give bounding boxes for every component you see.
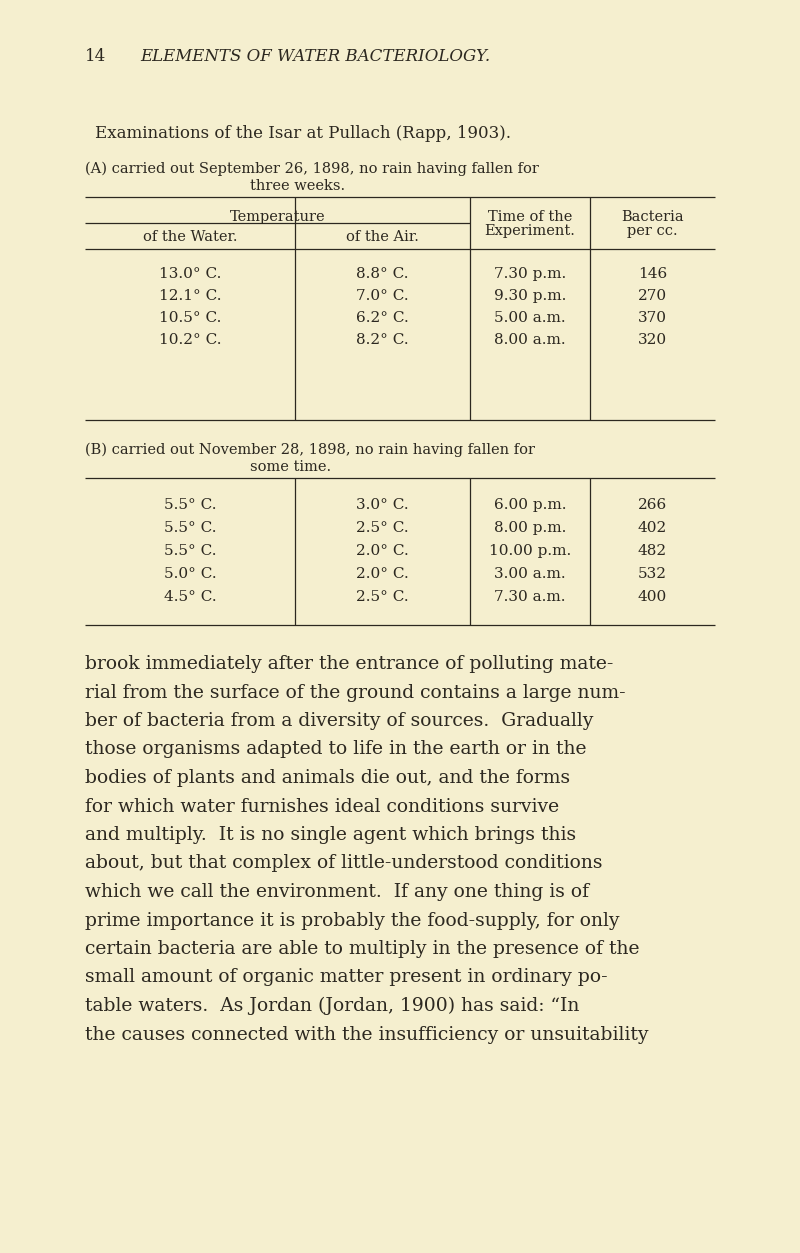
Text: 4.5° C.: 4.5° C. [164,590,216,604]
Text: of the Air.: of the Air. [346,231,419,244]
Text: 7.30 p.m.: 7.30 p.m. [494,267,566,281]
Text: ber of bacteria from a diversity of sources.  Gradually: ber of bacteria from a diversity of sour… [85,712,594,730]
Text: 146: 146 [638,267,667,281]
Text: 5.00 a.m.: 5.00 a.m. [494,311,566,325]
Text: some time.: some time. [250,460,331,474]
Text: 270: 270 [638,289,667,303]
Text: 370: 370 [638,311,667,325]
Text: 8.8° C.: 8.8° C. [356,267,409,281]
Text: 9.30 p.m.: 9.30 p.m. [494,289,566,303]
Text: (B) carried out November 28, 1898, no rain having fallen for: (B) carried out November 28, 1898, no ra… [85,444,535,457]
Text: Temperature: Temperature [230,211,326,224]
Text: of the Water.: of the Water. [142,231,238,244]
Text: Experiment.: Experiment. [485,224,575,238]
Text: 8.2° C.: 8.2° C. [356,333,409,347]
Text: 2.0° C.: 2.0° C. [356,568,409,581]
Text: (A) carried out September 26, 1898, no rain having fallen for: (A) carried out September 26, 1898, no r… [85,162,539,177]
Text: 5.5° C.: 5.5° C. [164,521,216,535]
Text: 10.00 p.m.: 10.00 p.m. [489,544,571,558]
Text: per cc.: per cc. [627,224,678,238]
Text: 482: 482 [638,544,667,558]
Text: prime importance it is probably the food-supply, for only: prime importance it is probably the food… [85,911,619,930]
Text: 320: 320 [638,333,667,347]
Text: 6.2° C.: 6.2° C. [356,311,409,325]
Text: 7.0° C.: 7.0° C. [356,289,409,303]
Text: bodies of plants and animals die out, and the forms: bodies of plants and animals die out, an… [85,769,570,787]
Text: 10.2° C.: 10.2° C. [158,333,222,347]
Text: ELEMENTS OF WATER BACTERIOLOGY.: ELEMENTS OF WATER BACTERIOLOGY. [140,48,490,65]
Text: small amount of organic matter present in ordinary po-: small amount of organic matter present i… [85,969,608,986]
Text: 3.0° C.: 3.0° C. [356,497,409,512]
Text: rial from the surface of the ground contains a large num-: rial from the surface of the ground cont… [85,683,626,702]
Text: 2.5° C.: 2.5° C. [356,590,409,604]
Text: 5.0° C.: 5.0° C. [164,568,216,581]
Text: 532: 532 [638,568,667,581]
Text: 3.00 a.m.: 3.00 a.m. [494,568,566,581]
Text: 13.0° C.: 13.0° C. [159,267,221,281]
Text: 5.5° C.: 5.5° C. [164,544,216,558]
Text: 2.0° C.: 2.0° C. [356,544,409,558]
Text: brook immediately after the entrance of polluting mate-: brook immediately after the entrance of … [85,655,614,673]
Text: 266: 266 [638,497,667,512]
Text: those organisms adapted to life in the earth or in the: those organisms adapted to life in the e… [85,741,586,758]
Text: 400: 400 [638,590,667,604]
Text: 14: 14 [85,48,106,65]
Text: for which water furnishes ideal conditions survive: for which water furnishes ideal conditio… [85,797,559,816]
Text: 12.1° C.: 12.1° C. [158,289,222,303]
Text: Time of the: Time of the [488,211,572,224]
Text: Examinations of the Isar at Pullach (Rapp, 1903).: Examinations of the Isar at Pullach (Rap… [95,125,511,142]
Text: 8.00 p.m.: 8.00 p.m. [494,521,566,535]
Text: table waters.  As Jordan (Jordan, 1900) has said: “In: table waters. As Jordan (Jordan, 1900) h… [85,997,579,1015]
Text: 6.00 p.m.: 6.00 p.m. [494,497,566,512]
Text: 2.5° C.: 2.5° C. [356,521,409,535]
Text: which we call the environment.  If any one thing is of: which we call the environment. If any on… [85,883,589,901]
Text: about, but that complex of little-understood conditions: about, but that complex of little-unders… [85,855,602,872]
Text: and multiply.  It is no single agent which brings this: and multiply. It is no single agent whic… [85,826,576,845]
Text: 5.5° C.: 5.5° C. [164,497,216,512]
Text: 8.00 a.m.: 8.00 a.m. [494,333,566,347]
Text: certain bacteria are able to multiply in the presence of the: certain bacteria are able to multiply in… [85,940,639,959]
Text: 7.30 a.m.: 7.30 a.m. [494,590,566,604]
Text: 10.5° C.: 10.5° C. [159,311,221,325]
Text: three weeks.: three weeks. [250,179,345,193]
Text: the causes connected with the insufficiency or unsuitability: the causes connected with the insufficie… [85,1025,649,1044]
Text: 402: 402 [638,521,667,535]
Text: Bacteria: Bacteria [621,211,684,224]
